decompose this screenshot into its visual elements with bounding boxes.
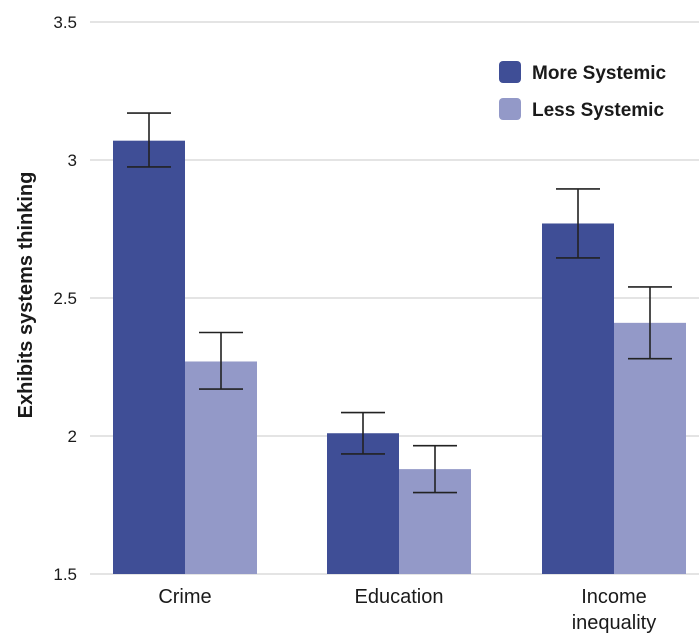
bar-more-systemic bbox=[542, 223, 614, 575]
y-tick-label: 1.5 bbox=[53, 565, 77, 584]
legend-label: Less Systemic bbox=[532, 100, 664, 121]
x-category-label: inequality bbox=[572, 612, 657, 634]
legend-swatch bbox=[499, 61, 521, 83]
y-axis-ticks: 1.5 2 2.5 3 3.5 bbox=[53, 13, 77, 584]
y-tick-label: 2.5 bbox=[53, 289, 77, 308]
legend-swatch bbox=[499, 98, 521, 120]
error-bar bbox=[628, 286, 672, 360]
bar-less-systemic bbox=[614, 322, 686, 574]
x-axis-categories: Crime Education Income inequality bbox=[158, 586, 656, 634]
y-tick-label: 3.5 bbox=[53, 13, 77, 32]
bar-less-systemic bbox=[185, 361, 257, 574]
x-category-label: Crime bbox=[158, 586, 211, 608]
error-bar bbox=[127, 112, 171, 168]
error-bar bbox=[341, 411, 385, 455]
bar-more-systemic bbox=[113, 140, 185, 574]
bars bbox=[113, 140, 686, 575]
x-category-label: Income bbox=[581, 586, 647, 608]
y-tick-label: 3 bbox=[68, 151, 77, 170]
error-bar bbox=[199, 331, 243, 390]
legend: More Systemic Less Systemic bbox=[499, 61, 667, 121]
legend-label: More Systemic bbox=[532, 63, 667, 84]
y-axis-title: Exhibits systems thinking bbox=[15, 172, 37, 419]
x-category-label: Education bbox=[355, 586, 444, 608]
bar-more-systemic bbox=[327, 433, 399, 574]
error-bar bbox=[556, 188, 600, 259]
error-bars bbox=[127, 112, 672, 494]
y-tick-label: 2 bbox=[68, 427, 77, 446]
error-bar bbox=[413, 444, 457, 494]
